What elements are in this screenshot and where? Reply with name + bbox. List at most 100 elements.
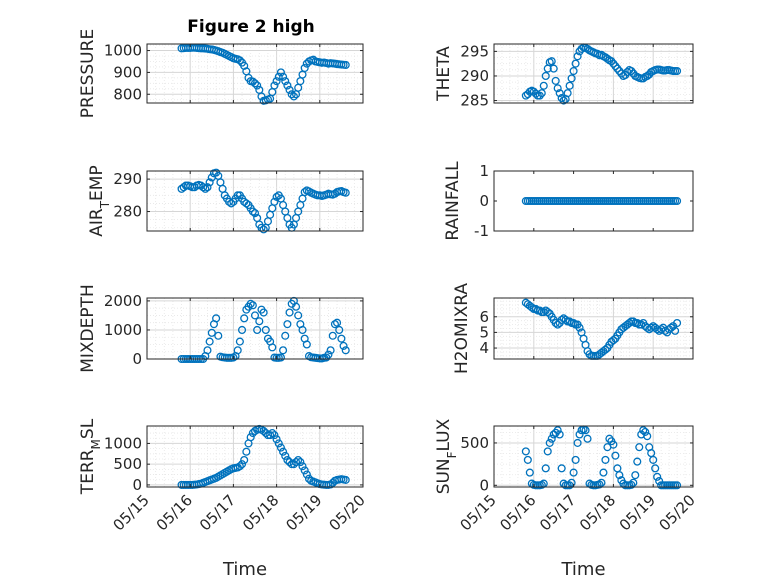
y-tick-label: 6 bbox=[479, 308, 489, 326]
data-point bbox=[673, 481, 682, 490]
axes-box bbox=[146, 43, 364, 104]
y-tick-label: 800 bbox=[113, 85, 142, 103]
data-point bbox=[199, 183, 208, 192]
data-point bbox=[555, 430, 564, 439]
y-tick-label: 280 bbox=[113, 203, 142, 221]
data-point bbox=[551, 76, 560, 85]
data-point bbox=[631, 471, 640, 480]
data-point bbox=[535, 306, 544, 315]
subplot-1: 800 900 1000 PRESSURE bbox=[78, 29, 364, 118]
data-point bbox=[203, 346, 212, 355]
data-point bbox=[302, 470, 311, 479]
data-point bbox=[577, 44, 586, 53]
data-point bbox=[541, 71, 550, 81]
data-point bbox=[627, 480, 636, 489]
y-tick-label: 5 bbox=[479, 323, 489, 341]
axes-box bbox=[146, 170, 364, 232]
data-point bbox=[651, 464, 660, 473]
data-point bbox=[615, 66, 624, 76]
data-point bbox=[203, 183, 212, 192]
y-axis-label: TERRMSL bbox=[78, 418, 103, 495]
data-point bbox=[274, 439, 283, 448]
data-point bbox=[253, 81, 262, 90]
y-tick-label: 500 bbox=[460, 434, 489, 452]
data-point bbox=[266, 431, 275, 440]
data-point bbox=[555, 89, 564, 98]
data-point bbox=[565, 81, 574, 90]
data-point bbox=[281, 331, 290, 340]
plot-area bbox=[147, 44, 363, 103]
data-point bbox=[341, 475, 350, 484]
data-point bbox=[276, 443, 285, 452]
data-point bbox=[641, 427, 650, 436]
data-point bbox=[289, 92, 298, 101]
data-point bbox=[283, 455, 292, 465]
y-axis-label: SUNFLUX bbox=[434, 418, 459, 494]
data-point bbox=[629, 478, 638, 487]
data-point bbox=[272, 435, 281, 444]
data-point bbox=[298, 325, 307, 335]
data-point bbox=[607, 57, 616, 66]
y-tick-label: 290 bbox=[113, 170, 142, 188]
data-point bbox=[335, 325, 344, 335]
data-point bbox=[341, 346, 350, 355]
y-tick-label: 4 bbox=[479, 339, 489, 357]
data-point bbox=[341, 60, 350, 70]
data-point bbox=[609, 440, 618, 449]
data-point bbox=[270, 197, 279, 206]
y-tick-label: 500 bbox=[113, 455, 142, 473]
data-point bbox=[250, 209, 260, 218]
data-point bbox=[268, 429, 277, 438]
data-point bbox=[655, 477, 664, 486]
data-point bbox=[609, 59, 618, 68]
data-point bbox=[557, 94, 566, 103]
data-point bbox=[627, 66, 636, 76]
data-point bbox=[583, 434, 592, 443]
data-point bbox=[539, 81, 548, 90]
data-point bbox=[250, 311, 260, 320]
data-point bbox=[291, 302, 301, 311]
data-point bbox=[324, 350, 333, 359]
data-point bbox=[333, 318, 342, 327]
data-point bbox=[625, 318, 634, 328]
data-point bbox=[259, 426, 268, 436]
y-tick-label: 290 bbox=[460, 67, 489, 85]
data-point bbox=[214, 331, 223, 340]
y-tick-label: 1000 bbox=[104, 42, 142, 60]
data-point bbox=[237, 460, 247, 469]
y-tick-label: 1 bbox=[479, 162, 489, 180]
data-point bbox=[673, 66, 682, 76]
data-point bbox=[242, 199, 251, 208]
data-point bbox=[287, 90, 296, 99]
y-tick-label: 0 bbox=[132, 476, 142, 494]
data-point bbox=[300, 63, 309, 73]
data-point bbox=[553, 426, 562, 435]
y-axis-label: RAINFALL bbox=[443, 161, 463, 241]
data-point bbox=[268, 343, 277, 352]
x-axis-label: Time bbox=[560, 559, 605, 580]
subplot-4: -1 0 1 RAINFALL bbox=[443, 161, 694, 241]
y-axis-label: H2OMIXRA bbox=[452, 283, 472, 374]
data-point bbox=[609, 336, 618, 345]
data-point bbox=[298, 462, 307, 471]
data-point bbox=[583, 44, 592, 53]
data-point bbox=[240, 314, 249, 323]
data-point bbox=[227, 199, 236, 208]
data-point bbox=[276, 353, 285, 362]
data-point bbox=[573, 438, 582, 447]
y-tick-label: 0 bbox=[479, 192, 489, 210]
data-point bbox=[250, 79, 260, 88]
data-point bbox=[337, 334, 346, 343]
data-point bbox=[281, 451, 290, 460]
plot-area bbox=[494, 426, 693, 487]
data-point bbox=[553, 84, 562, 93]
data-point bbox=[601, 455, 610, 464]
data-point bbox=[597, 478, 606, 487]
data-point bbox=[283, 320, 292, 329]
y-tick-label: -1 bbox=[474, 222, 489, 240]
y-tick-label: 2000 bbox=[104, 292, 142, 310]
data-point bbox=[613, 64, 622, 73]
data-point bbox=[270, 431, 279, 440]
data-point bbox=[569, 468, 578, 477]
